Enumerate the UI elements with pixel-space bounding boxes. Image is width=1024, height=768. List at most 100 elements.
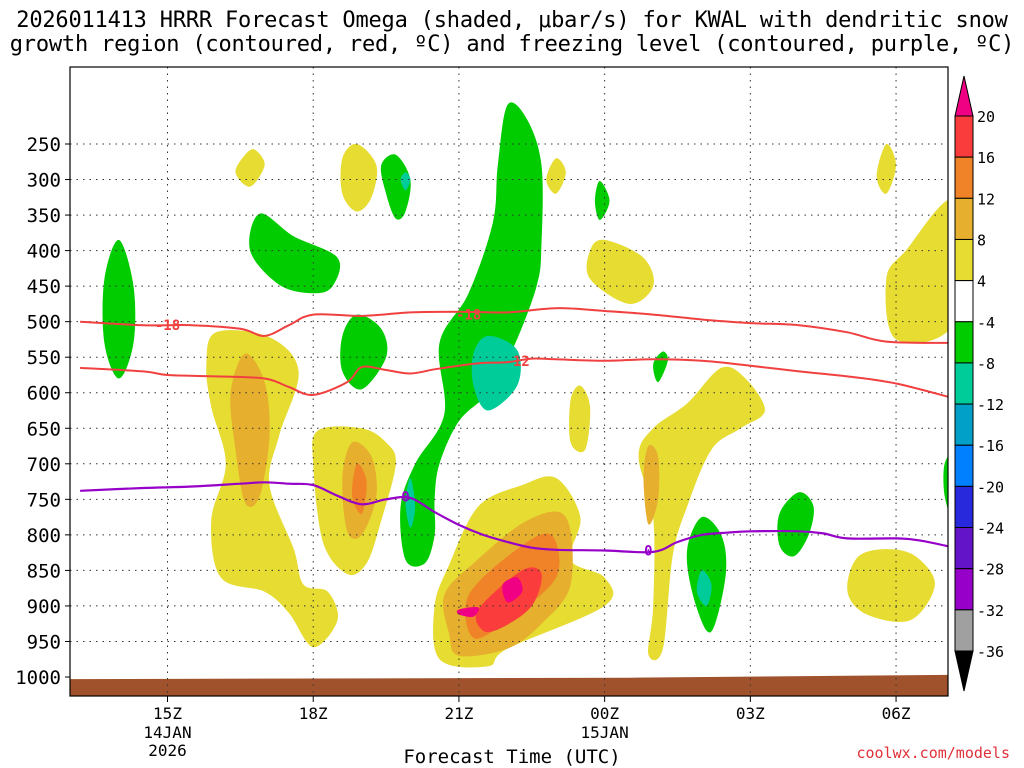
y-tick-label-950: 950 xyxy=(27,631,61,653)
omega-region-17-level-4 xyxy=(876,143,896,194)
colorbar-box-10 xyxy=(954,527,974,570)
colorbar-box-9 xyxy=(954,485,974,529)
plot-frame xyxy=(69,66,949,697)
y-tick-label-450: 450 xyxy=(27,276,61,298)
omega-region-19-level-4 xyxy=(586,239,654,304)
colorbar-box-12 xyxy=(954,609,974,652)
colorbar-label-8: 8 xyxy=(977,231,986,249)
grid-lines xyxy=(70,67,948,696)
omega-shading xyxy=(102,102,948,668)
omega-region-16-level-4 xyxy=(546,158,566,194)
colorbar-label-m12: -12 xyxy=(977,396,1004,414)
y-tick-label-350: 350 xyxy=(27,205,61,227)
freezing-label-0: 0 xyxy=(401,489,409,505)
y-tick-label-500: 500 xyxy=(27,312,61,334)
colorbar-label-m32: -32 xyxy=(977,602,1004,620)
omega-region-33-level-20 xyxy=(502,577,523,603)
colorbar-box-8 xyxy=(954,444,974,487)
omega-region-14-level-4 xyxy=(235,149,265,187)
colorbar-label-4: 4 xyxy=(977,273,986,291)
colorbar-top-arrow xyxy=(954,75,974,117)
y-tick-label-300: 300 xyxy=(27,170,61,192)
colorbar-label-m36: -36 xyxy=(977,643,1004,661)
omega-region-18-level-4 xyxy=(885,200,948,344)
ground-fill xyxy=(70,674,948,696)
omega-region-11-level-m8 xyxy=(400,172,411,191)
x-tick-label-03Z: 03Z xyxy=(736,704,765,723)
y-tick-label-550: 550 xyxy=(27,347,61,369)
dendritic-label-0a: -18 xyxy=(155,318,180,334)
colorbar-box-0 xyxy=(954,115,974,158)
colorbar-label-16: 16 xyxy=(977,149,995,167)
omega-region-12-level-m8 xyxy=(405,477,416,528)
omega-region-24-level-4 xyxy=(638,366,765,661)
ground-layer xyxy=(70,674,948,696)
colorbar-box-3 xyxy=(954,238,974,282)
omega-region-4-level-m4 xyxy=(340,314,388,390)
omega-region-26-level-8 xyxy=(230,353,270,507)
freezing-label-1: 0 xyxy=(644,544,652,560)
colorbar-box-4 xyxy=(954,280,974,323)
dendritic-label-1a: -12 xyxy=(505,354,530,370)
credit-link[interactable]: coolwx.com/models xyxy=(856,744,1010,762)
omega-region-30-level-12 xyxy=(351,463,367,514)
omega-region-25-level-4 xyxy=(847,549,935,623)
chart-title-line-2: growth region (contoured, red, ºC) and f… xyxy=(9,32,1015,57)
omega-region-1-level-m4 xyxy=(249,213,341,294)
colorbar-box-11 xyxy=(954,568,974,611)
y-axis: 250 300 350 400 450 500 550 600 650 700 750 800 850 9… xyxy=(15,134,70,689)
colorbar-label-m20: -20 xyxy=(977,478,1004,496)
x-tick-label-06Z: 06Z xyxy=(882,704,911,723)
colorbar-box-6 xyxy=(954,362,974,405)
x-axis-label: Forecast Time (UTC) xyxy=(403,746,621,768)
omega-region-7-level-m4 xyxy=(777,492,814,557)
contour-labels: -18 -18 -12 0 0 xyxy=(155,308,653,560)
omega-region-10-level-m8 xyxy=(471,335,521,411)
contour-lines xyxy=(80,307,948,554)
colorbar-label-20: 20 xyxy=(977,108,995,126)
colorbar-box-7 xyxy=(954,403,974,446)
colorbar-box-2 xyxy=(954,197,974,240)
freezing-level-line xyxy=(80,481,948,554)
x-tick-label-21Z: 21Z xyxy=(444,704,473,723)
y-tick-label-600: 600 xyxy=(27,383,61,405)
colorbar-label-m16: -16 xyxy=(977,437,1004,455)
y-tick-label-900: 900 xyxy=(27,596,61,618)
omega-region-15-level-4 xyxy=(340,143,378,212)
colorbar-label-12: 12 xyxy=(977,190,995,208)
colorbar-box-1 xyxy=(954,156,974,199)
dendritic-label-0b: -18 xyxy=(456,308,481,324)
x-tick-label-18Z: 18Z xyxy=(299,704,328,723)
y-tick-label-1000: 1000 xyxy=(15,667,61,689)
y-tick-label-250: 250 xyxy=(27,134,61,156)
chart-title-line-1: 2026011413 HRRR Forecast Omega (shaded, … xyxy=(16,8,1008,33)
colorbar-label-m4: -4 xyxy=(977,314,995,332)
dendritic-contour-0 xyxy=(80,307,948,344)
colorbar: 20 16 12 8 4 -4 -8 -12 -16 -20 -24 -28 -32 -36 xyxy=(954,75,1004,692)
x-tick-sublabel-00Z-0: 15JAN xyxy=(581,723,629,742)
omega-region-29-level-8 xyxy=(643,444,660,525)
omega-region-34-level-20 xyxy=(456,607,480,617)
omega-region-0-level-m4 xyxy=(102,239,136,379)
y-tick-label-800: 800 xyxy=(27,525,61,547)
y-tick-label-400: 400 xyxy=(27,241,61,263)
omega-region-2-level-m4 xyxy=(380,154,411,220)
colorbar-label-m28: -28 xyxy=(977,561,1004,579)
y-tick-label-850: 850 xyxy=(27,560,61,582)
omega-region-5-level-m4 xyxy=(594,181,610,220)
x-tick-label-15Z: 15Z xyxy=(153,704,182,723)
x-tick-sublabel-15Z-0: 14JAN xyxy=(143,723,191,742)
colorbar-bottom-arrow xyxy=(954,650,974,692)
y-tick-label-650: 650 xyxy=(27,418,61,440)
omega-region-9-level-m4 xyxy=(943,456,948,510)
omega-region-3-level-m4 xyxy=(400,102,543,567)
dendritic-contour-1 xyxy=(80,357,948,398)
y-tick-label-750: 750 xyxy=(27,489,61,511)
x-tick-sublabel-15Z-1: 2026 xyxy=(148,741,187,760)
colorbar-label-m8: -8 xyxy=(977,355,995,373)
colorbar-label-m24: -24 xyxy=(977,520,1004,538)
colorbar-box-5 xyxy=(954,321,974,364)
y-tick-label-700: 700 xyxy=(27,454,61,476)
